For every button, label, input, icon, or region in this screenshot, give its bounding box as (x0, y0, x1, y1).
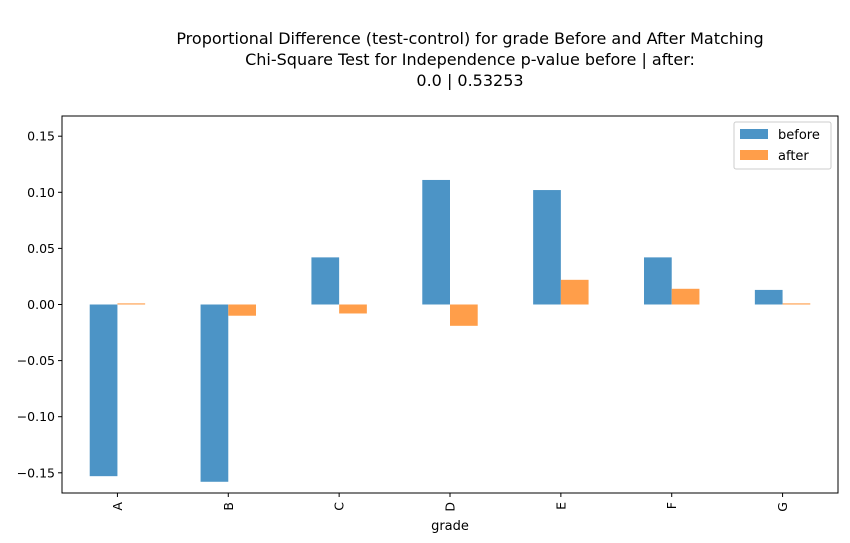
bar-after-A (117, 303, 146, 305)
y-tick-label: 0.15 (27, 129, 55, 144)
x-tick-label: B (221, 502, 236, 511)
x-tick-label: G (775, 502, 790, 512)
y-tick-label: 0.00 (27, 297, 55, 312)
x-axis-label: grade (431, 519, 469, 534)
bar-before-B (200, 304, 229, 482)
y-axis: −0.15 −0.10 −0.05 0.00 0.05 0.10 0.15 (17, 129, 62, 480)
bar-after-D (450, 304, 478, 326)
bars-group (89, 179, 811, 482)
y-tick-label: 0.05 (27, 241, 55, 256)
x-tick-label: D (443, 502, 458, 512)
chart-title: Proportional Difference (test-control) f… (0, 28, 850, 91)
legend-label-after: after (778, 149, 809, 164)
y-tick-label: −0.05 (17, 353, 55, 368)
chart-title-line-1: Proportional Difference (test-control) f… (176, 29, 764, 48)
bar-before-G (754, 289, 783, 305)
bar-before-E (533, 190, 561, 305)
x-axis: A B C D E F G (110, 493, 790, 512)
bar-after-B (228, 304, 256, 316)
y-tick-label: 0.10 (27, 185, 55, 200)
legend-swatch-before (740, 129, 768, 139)
x-tick-label: F (664, 502, 679, 509)
x-tick-label: C (332, 502, 347, 511)
bar-after-F (671, 288, 700, 305)
x-tick-label: A (110, 502, 125, 511)
y-tick-label: −0.10 (17, 409, 55, 424)
chart-title-line-2: Chi-Square Test for Independence p-value… (245, 50, 695, 69)
bar-before-F (644, 257, 672, 305)
legend: before after (733, 121, 832, 170)
bar-after-E (560, 279, 589, 305)
chart-title-line-3: 0.0 | 0.53253 (416, 71, 524, 90)
y-tick-label: −0.15 (17, 465, 55, 480)
bar-after-C (339, 304, 367, 314)
legend-label-before: before (778, 128, 820, 143)
bar-after-G (782, 303, 811, 305)
x-tick-label: E (553, 502, 568, 510)
legend-swatch-after (740, 150, 768, 160)
bar-before-C (311, 257, 340, 305)
bar-before-D (422, 179, 450, 305)
plot-frame (61, 115, 839, 494)
bar-before-A (89, 304, 118, 477)
